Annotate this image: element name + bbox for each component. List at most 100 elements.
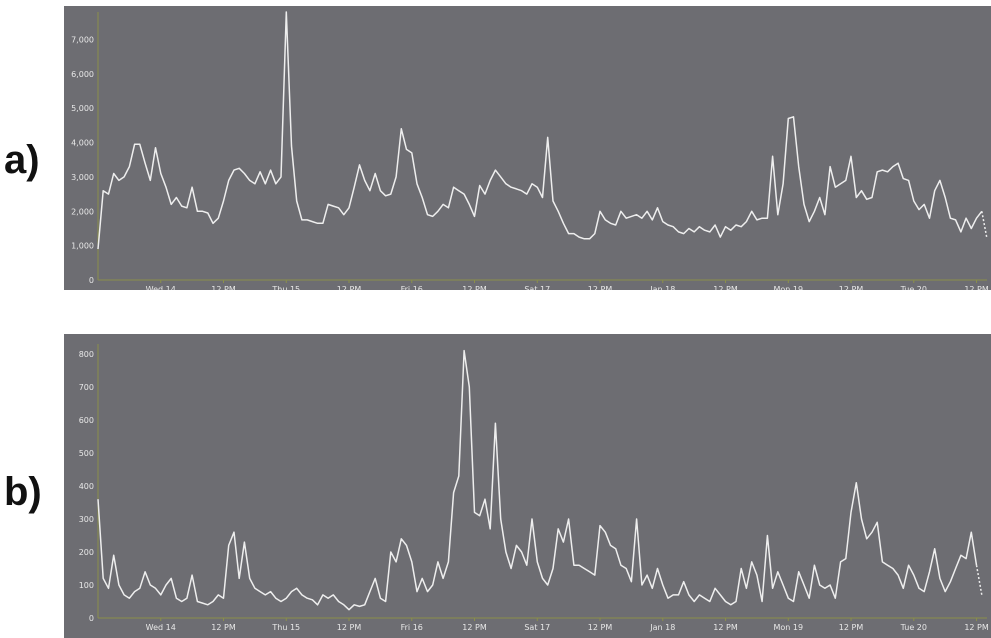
x-tick: 12 PM	[462, 618, 487, 632]
x-tick-label: 12 PM	[839, 623, 864, 632]
x-tick-label: 12 PM	[588, 285, 613, 290]
y-tick: 7,000	[71, 35, 94, 44]
y-tick: 200	[79, 548, 94, 557]
x-tick-label: Jan 18	[649, 623, 675, 632]
y-tick-label: 1,000	[71, 242, 94, 251]
y-tick-label: 0	[89, 276, 94, 285]
y-tick: 400	[79, 482, 94, 491]
y-tick-label: 600	[79, 416, 94, 425]
x-tick-label: Wed 14	[146, 623, 176, 632]
y-tick: 1,000	[71, 242, 94, 251]
x-tick-label: Tue 20	[900, 623, 927, 632]
x-tick: 12 PM	[713, 618, 738, 632]
y-tick: 300	[79, 515, 94, 524]
x-tick: 12 PM	[713, 280, 738, 290]
series-line-partial	[981, 211, 988, 239]
x-tick: Jan 18	[649, 280, 675, 290]
x-tick-label: Jan 18	[649, 285, 675, 290]
x-tick: 12 PM	[211, 618, 236, 632]
x-tick: Thu 15	[271, 618, 300, 632]
y-tick: 600	[79, 416, 94, 425]
y-tick-label: 500	[79, 449, 94, 458]
x-tick: Tue 20	[900, 280, 927, 290]
x-tick: Mon 19	[773, 280, 803, 290]
x-tick: Wed 14	[146, 280, 176, 290]
chart-a-svg: 0 1,000 2,000 3,000 4,000 5,000 6,000 7,000 Wed …	[71, 11, 989, 290]
y-tick: 800	[79, 350, 94, 359]
x-tick: 12 PM	[964, 280, 989, 290]
x-tick: Tue 20	[900, 618, 927, 632]
y-tick-label: 6,000	[71, 70, 94, 79]
x-tick-label: 12 PM	[462, 623, 487, 632]
y-tick-label: 4,000	[71, 139, 94, 148]
y-tick: 5,000	[71, 104, 94, 113]
y-tick-label: 3,000	[71, 173, 94, 182]
x-tick: Sat 17	[524, 618, 550, 632]
x-tick: Mon 19	[773, 618, 803, 632]
y-tick-label: 2,000	[71, 207, 94, 216]
y-tick: 500	[79, 449, 94, 458]
x-tick-label: Tue 20	[900, 285, 927, 290]
x-tick-label: 12 PM	[839, 285, 864, 290]
x-tick: 12 PM	[588, 280, 613, 290]
y-tick-label: 800	[79, 350, 94, 359]
x-tick-label: 12 PM	[964, 623, 989, 632]
x-tick-label: Fri 16	[401, 285, 423, 290]
x-tick: 12 PM	[964, 618, 989, 632]
x-tick-label: Sat 17	[524, 285, 550, 290]
x-tick: 12 PM	[211, 280, 236, 290]
series-line	[97, 11, 983, 250]
x-tick-label: 12 PM	[337, 285, 362, 290]
y-tick-label: 400	[79, 482, 94, 491]
x-tick-label: 12 PM	[713, 623, 738, 632]
x-tick-label: 12 PM	[211, 623, 236, 632]
y-tick-label: 7,000	[71, 35, 94, 44]
panel-label-a: a)	[4, 138, 40, 182]
x-tick-label: 12 PM	[337, 623, 362, 632]
x-tick-label: Wed 14	[146, 285, 176, 290]
x-tick-label: 12 PM	[462, 285, 487, 290]
x-tick-label: Sat 17	[524, 623, 550, 632]
x-tick-label: Thu 15	[271, 285, 300, 290]
x-tick: 12 PM	[839, 280, 864, 290]
x-tick: Jan 18	[649, 618, 675, 632]
x-tick: 12 PM	[839, 618, 864, 632]
y-tick-label: 300	[79, 515, 94, 524]
x-tick: 12 PM	[462, 280, 487, 290]
x-tick-label: Thu 15	[271, 623, 300, 632]
x-tick-label: Mon 19	[773, 623, 803, 632]
x-tick: Fri 16	[401, 618, 423, 632]
y-tick: 100	[79, 581, 94, 590]
y-tick: 6,000	[71, 70, 94, 79]
y-tick: 2,000	[71, 207, 94, 216]
y-tick: 3,000	[71, 173, 94, 182]
chart-panel-b: 0 100 200 300 400 500 600 700 800 Wed 14 12 PM Thu …	[64, 334, 991, 638]
x-tick-label: 12 PM	[588, 623, 613, 632]
x-tick: Fri 16	[401, 280, 423, 290]
panel-label-b: b)	[4, 470, 42, 514]
x-tick: Thu 15	[271, 280, 300, 290]
x-tick: Wed 14	[146, 618, 176, 632]
chart-panel-a: 0 1,000 2,000 3,000 4,000 5,000 6,000 7,000 Wed …	[64, 6, 991, 290]
y-tick: 4,000	[71, 139, 94, 148]
x-tick: 12 PM	[337, 618, 362, 632]
x-tick: 12 PM	[588, 618, 613, 632]
y-tick-label: 700	[79, 383, 94, 392]
y-tick-label: 100	[79, 581, 94, 590]
y-tick-label: 0	[89, 614, 94, 623]
y-tick-label: 200	[79, 548, 94, 557]
y-tick: 0	[89, 276, 94, 285]
series-line-partial	[975, 565, 983, 596]
x-tick: Sat 17	[524, 280, 550, 290]
chart-b-svg: 0 100 200 300 400 500 600 700 800 Wed 14 12 PM Thu …	[79, 344, 989, 632]
y-tick-label: 5,000	[71, 104, 94, 113]
x-tick-label: Mon 19	[773, 285, 803, 290]
x-tick-label: 12 PM	[211, 285, 236, 290]
series-line	[97, 349, 978, 611]
y-tick: 700	[79, 383, 94, 392]
y-tick: 0	[89, 614, 94, 623]
x-tick-label: Fri 16	[401, 623, 423, 632]
x-tick-label: 12 PM	[713, 285, 738, 290]
x-tick-label: 12 PM	[964, 285, 989, 290]
x-tick: 12 PM	[337, 280, 362, 290]
